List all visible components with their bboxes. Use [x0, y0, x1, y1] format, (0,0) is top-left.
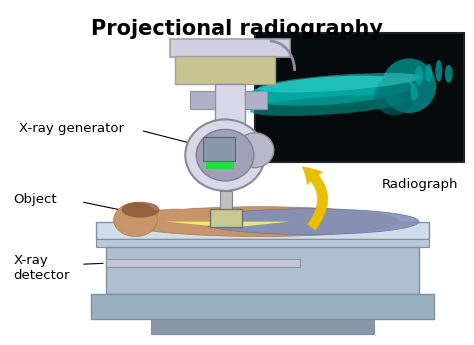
Text: Projectional radiography: Projectional radiography — [91, 19, 383, 39]
Polygon shape — [216, 221, 244, 227]
FancyBboxPatch shape — [175, 56, 275, 84]
FancyBboxPatch shape — [215, 84, 245, 133]
Ellipse shape — [382, 58, 437, 113]
FancyArrowPatch shape — [302, 167, 328, 231]
Polygon shape — [96, 239, 429, 247]
Ellipse shape — [114, 215, 124, 228]
FancyBboxPatch shape — [255, 33, 464, 162]
Ellipse shape — [121, 207, 399, 236]
Polygon shape — [106, 247, 419, 294]
Text: Object: Object — [13, 193, 57, 206]
Ellipse shape — [196, 129, 254, 181]
Ellipse shape — [250, 95, 409, 116]
Polygon shape — [106, 259, 300, 267]
Ellipse shape — [425, 64, 432, 82]
Ellipse shape — [136, 209, 215, 230]
Ellipse shape — [185, 119, 265, 191]
FancyBboxPatch shape — [245, 91, 267, 109]
Ellipse shape — [236, 133, 274, 168]
Ellipse shape — [257, 73, 421, 92]
Ellipse shape — [245, 76, 414, 106]
Text: X-ray
detector: X-ray detector — [13, 254, 70, 282]
Text: X-ray generator: X-ray generator — [19, 122, 124, 135]
Ellipse shape — [200, 209, 419, 235]
FancyBboxPatch shape — [170, 39, 290, 57]
Ellipse shape — [435, 60, 442, 82]
Polygon shape — [91, 294, 434, 319]
FancyBboxPatch shape — [206, 162, 234, 169]
FancyBboxPatch shape — [190, 91, 215, 109]
FancyBboxPatch shape — [203, 137, 235, 161]
FancyBboxPatch shape — [210, 209, 242, 227]
FancyArrowPatch shape — [302, 167, 328, 230]
Polygon shape — [96, 221, 429, 239]
Polygon shape — [151, 319, 374, 334]
Polygon shape — [165, 221, 290, 227]
Text: Radiograph: Radiograph — [382, 178, 459, 191]
Ellipse shape — [410, 85, 418, 101]
Ellipse shape — [445, 65, 453, 83]
Ellipse shape — [415, 66, 423, 86]
Ellipse shape — [114, 203, 157, 236]
Ellipse shape — [374, 76, 414, 116]
Ellipse shape — [122, 202, 159, 218]
FancyBboxPatch shape — [220, 191, 232, 211]
